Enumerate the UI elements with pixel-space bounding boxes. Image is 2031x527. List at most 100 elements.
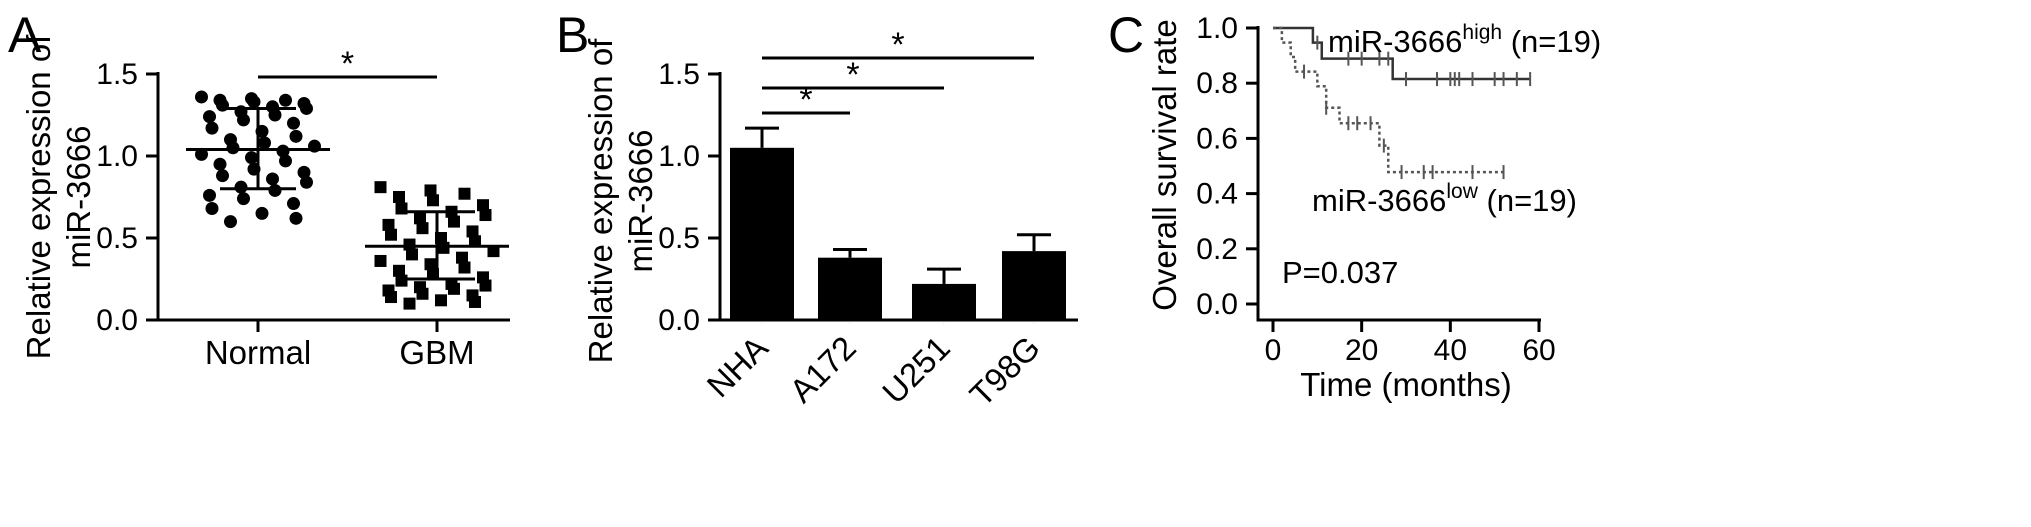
p-value-annotation: P=0.037 bbox=[1282, 255, 1398, 290]
data-point-square bbox=[448, 215, 460, 228]
data-point-circle bbox=[247, 95, 261, 109]
series-label-sup: low bbox=[1446, 180, 1478, 203]
series-label-tail: (n=19) bbox=[1502, 24, 1601, 59]
y-tick-label: 0.2 bbox=[1196, 233, 1238, 266]
data-point-square bbox=[458, 261, 471, 274]
y-tick-label: 1.5 bbox=[658, 58, 700, 91]
x-tick-label: 40 bbox=[1434, 334, 1467, 367]
y-tick-label: 0.0 bbox=[658, 304, 700, 337]
y-tick-label: 0.0 bbox=[96, 304, 138, 337]
series-label-tail: (n=19) bbox=[1478, 183, 1577, 218]
data-point-circle bbox=[300, 101, 313, 115]
series-label-main: miR-3666 bbox=[1328, 24, 1462, 59]
data-point-square bbox=[466, 225, 479, 238]
data-point-square bbox=[469, 235, 481, 248]
x-tick-label: 0 bbox=[1265, 334, 1282, 367]
data-point-circle bbox=[205, 121, 219, 135]
bar-t98g bbox=[1002, 251, 1066, 320]
data-point-square bbox=[437, 241, 450, 254]
survival-curve-high bbox=[1273, 26, 1531, 81]
panel-a: A 0.0 0.5 1.0 1.5 Normal GBM Relative expressio… bbox=[8, 7, 510, 371]
data-point-square bbox=[458, 187, 471, 200]
data-point-square bbox=[435, 294, 447, 307]
data-point-circle bbox=[234, 180, 248, 194]
y-tick-label: 1.0 bbox=[96, 140, 138, 173]
y-tick-label: 0.5 bbox=[96, 222, 138, 255]
data-point-circle bbox=[203, 188, 216, 202]
data-point-square bbox=[416, 287, 429, 300]
x-category-label: T98G bbox=[962, 329, 1047, 414]
data-point-square bbox=[403, 297, 416, 310]
data-point-square bbox=[424, 258, 437, 271]
data-point-square bbox=[374, 254, 387, 267]
bar-u251 bbox=[912, 283, 976, 320]
data-point-circle bbox=[195, 147, 208, 161]
series-label: miR-3666low (n=19) bbox=[1312, 180, 1577, 218]
data-point-circle bbox=[205, 201, 219, 215]
x-tick-label: 60 bbox=[1522, 334, 1555, 367]
significance-star: * bbox=[891, 26, 904, 64]
data-point-square bbox=[385, 228, 397, 241]
y-tick-label: 0.0 bbox=[1196, 288, 1238, 321]
data-point-circle bbox=[266, 172, 279, 186]
data-point-square bbox=[382, 218, 395, 231]
data-point-circle bbox=[258, 136, 271, 150]
y-tick-label: 1.0 bbox=[658, 140, 700, 173]
data-point-square bbox=[385, 291, 397, 304]
y-axis-title-line: Relative expression of bbox=[582, 38, 619, 363]
data-point-circle bbox=[287, 116, 300, 130]
survival-curve-low bbox=[1273, 26, 1504, 174]
panel-c: C 0.0 0.2 0.4 0.6 0.8 1.0 0 20 40 60 Overall surviv… bbox=[1108, 7, 1601, 403]
y-tick-label: 1.0 bbox=[1196, 12, 1238, 45]
data-point-square bbox=[414, 212, 426, 225]
x-axis-title: Time (months) bbox=[1300, 366, 1511, 403]
data-point-square bbox=[424, 184, 437, 197]
y-axis-title-line: Relative expression of bbox=[20, 34, 57, 359]
y-axis-title-line: miR-3666 bbox=[622, 129, 659, 272]
data-point-square bbox=[393, 191, 405, 203]
y-axis-title: Overall survival rate bbox=[1146, 19, 1183, 311]
y-tick-label: 1.5 bbox=[96, 58, 138, 91]
panel-letter-c: C bbox=[1108, 7, 1144, 63]
data-point-circle bbox=[276, 144, 290, 158]
data-point-square bbox=[469, 295, 481, 308]
data-point-circle bbox=[216, 169, 229, 183]
series-label: miR-3666high (n=19) bbox=[1328, 21, 1601, 59]
data-point-square bbox=[477, 199, 489, 212]
y-tick-label: 0.4 bbox=[1196, 178, 1238, 211]
significance-star: * bbox=[341, 45, 354, 83]
x-category-label: U251 bbox=[875, 329, 957, 411]
data-point-square bbox=[456, 251, 468, 264]
data-point-circle bbox=[226, 141, 240, 155]
data-point-square bbox=[479, 209, 492, 222]
data-point-circle bbox=[195, 90, 208, 104]
series-label-sup: high bbox=[1462, 21, 1502, 44]
data-point-square bbox=[487, 245, 500, 258]
data-point-circle bbox=[300, 175, 313, 189]
significance-star: * bbox=[846, 56, 859, 94]
data-point-circle bbox=[268, 183, 282, 197]
panel-letter-b: B bbox=[556, 7, 589, 63]
x-tick-label: 20 bbox=[1345, 334, 1378, 367]
data-point-circle bbox=[279, 154, 292, 168]
data-point-square bbox=[416, 222, 429, 235]
data-point-circle bbox=[224, 215, 237, 229]
y-tick-label: 0.6 bbox=[1196, 122, 1238, 155]
bar-a172 bbox=[818, 257, 882, 320]
significance-star: * bbox=[799, 81, 812, 119]
y-tick-label: 0.5 bbox=[658, 222, 700, 255]
data-point-circle bbox=[203, 110, 216, 124]
data-point-circle bbox=[289, 211, 303, 225]
panel-b: B 0.0 0.5 1.0 1.5 Relative expression ofmiR-3… bbox=[556, 7, 1078, 413]
data-point-square bbox=[395, 274, 408, 287]
x-category-label: A172 bbox=[782, 329, 863, 410]
data-point-circle bbox=[287, 197, 300, 211]
data-point-circle bbox=[289, 129, 303, 143]
data-point-square bbox=[374, 181, 387, 194]
data-point-circle bbox=[297, 165, 311, 179]
data-point-square bbox=[406, 248, 418, 261]
data-point-square bbox=[427, 194, 439, 207]
y-axis-title: Relative expression ofmiR-3666 bbox=[20, 34, 97, 359]
data-point-square bbox=[393, 264, 405, 277]
